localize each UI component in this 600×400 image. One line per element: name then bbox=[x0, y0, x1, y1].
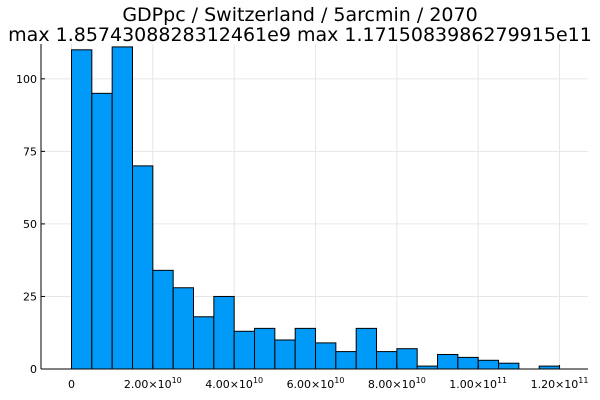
histogram-bar-15 bbox=[376, 351, 398, 370]
histogram-bar-6 bbox=[193, 316, 215, 370]
histogram-bar-12 bbox=[315, 342, 337, 370]
y-tick-label-4: 100 bbox=[16, 73, 37, 86]
chart-title-line-1: GDPpc / Switzerland / 5arcmin / 2070 bbox=[122, 4, 478, 26]
histogram-bar-1 bbox=[91, 92, 113, 370]
histogram-bar-3 bbox=[132, 165, 154, 370]
x-tick-label-5: 1.00×1011 bbox=[449, 376, 507, 391]
histogram-bar-10 bbox=[274, 339, 296, 370]
histogram-bar-20 bbox=[477, 359, 500, 370]
histogram-bar-9 bbox=[254, 327, 276, 370]
histogram-bar-2 bbox=[111, 46, 134, 370]
histogram-bar-7 bbox=[213, 295, 235, 370]
histogram-bar-0 bbox=[71, 49, 93, 370]
y-tick-label-3: 75 bbox=[23, 145, 37, 158]
x-tick-label-4: 8.00×1010 bbox=[368, 376, 426, 391]
histogram-bar-21 bbox=[498, 362, 520, 370]
histogram-bar-14 bbox=[355, 327, 378, 370]
y-tick-label-1: 25 bbox=[23, 290, 37, 303]
y-tick-label-0: 0 bbox=[30, 363, 37, 376]
x-tick-label-3: 6.00×1010 bbox=[287, 376, 345, 391]
y-tick-label-2: 50 bbox=[23, 218, 37, 231]
x-tick-label-6: 1.20×1011 bbox=[531, 376, 589, 391]
histogram-bar-8 bbox=[233, 330, 256, 370]
histogram-bar-16 bbox=[396, 348, 418, 370]
chart-title-line-2: max 1.8574308828312461e9 max 1.171508398… bbox=[8, 24, 592, 46]
x-tick-label-1: 2.00×1010 bbox=[124, 376, 182, 391]
histogram-bar-18 bbox=[437, 353, 459, 370]
histogram-bar-5 bbox=[172, 287, 195, 370]
histogram-bar-4 bbox=[152, 269, 174, 370]
histogram-bar-13 bbox=[335, 351, 357, 370]
histogram-bar-11 bbox=[294, 327, 317, 370]
x-tick-label-0: 0 bbox=[68, 378, 75, 391]
histogram-bar-19 bbox=[457, 356, 479, 370]
x-tick-label-2: 4.00×1010 bbox=[205, 376, 263, 391]
